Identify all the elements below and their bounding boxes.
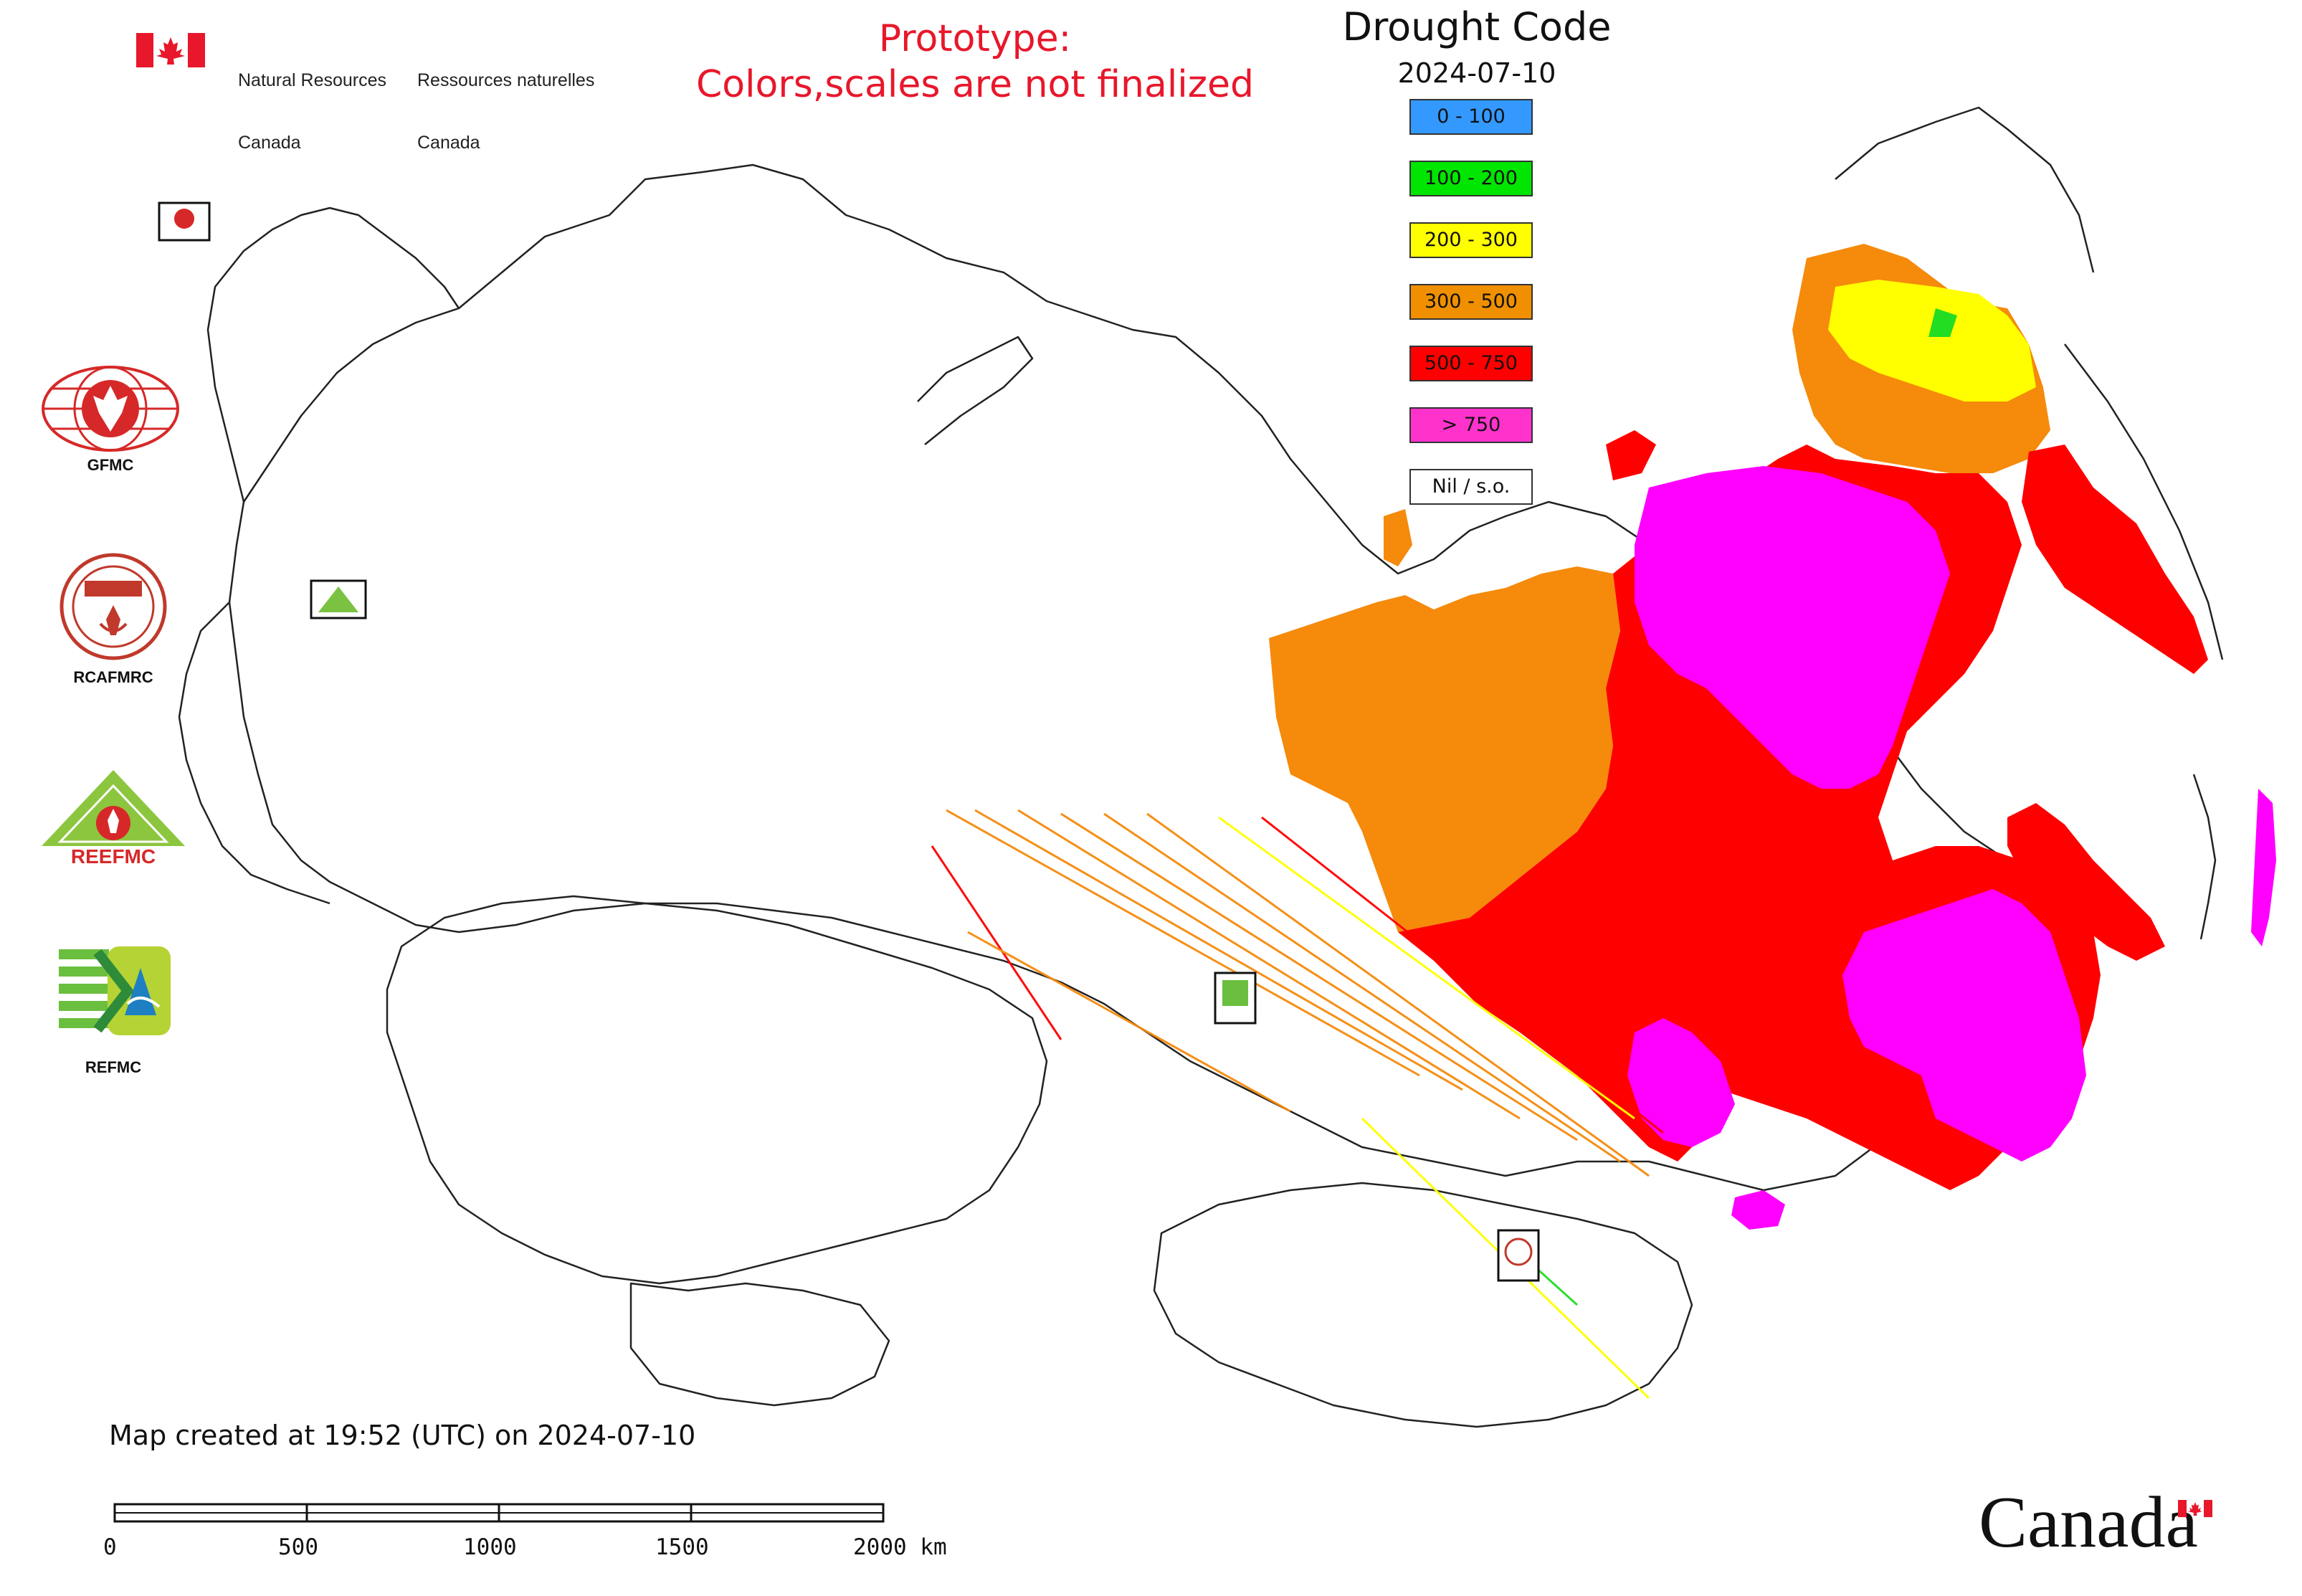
canada-wordmark: Canada	[1979, 1482, 2198, 1563]
region-750-plus-southeast	[1842, 889, 2086, 1162]
canada-wordmark-flag-icon	[2178, 1500, 2212, 1517]
reefmc-logo-icon: REEFMC	[42, 770, 185, 868]
legend-item-0-100: 0 - 100	[1409, 99, 1533, 135]
region-200-300-north	[1828, 280, 2036, 402]
legend-item-nil: Nil / s.o.	[1409, 469, 1533, 505]
map-created-note: Map created at 19:52 (UTC) on 2024-07-10	[109, 1420, 696, 1451]
region-750-plus-sakhalin	[2251, 789, 2276, 946]
central-asia-outline	[629, 1282, 890, 1407]
scale-label-1500: 1500	[655, 1534, 709, 1560]
region-100-200-spot	[1928, 308, 1957, 337]
scandinavia-outline	[206, 206, 460, 503]
region-500-750-coast	[2007, 803, 2165, 961]
scale-label-1000: 1000	[463, 1534, 517, 1560]
novaya-zemlya-outline	[917, 336, 1034, 445]
sakhalin-outline	[2192, 774, 2217, 940]
region-750-plus-south	[1627, 1018, 1735, 1147]
region-300-500-taimyr	[1384, 509, 1412, 566]
agency-name-fr: Ressources naturelles Canada	[417, 70, 595, 153]
scale-label-2000: 2000 km	[853, 1534, 947, 1560]
region-300-500-west	[1269, 566, 1620, 932]
rcafmrc-logo-icon	[60, 553, 167, 660]
mongolia-outline	[1153, 1182, 1693, 1428]
legend-title: Drought Code	[1342, 4, 1612, 49]
chukotka-outline	[1835, 106, 2095, 273]
eastern-europe-outline	[178, 602, 330, 905]
region-500-750-kamchatka	[2022, 445, 2208, 674]
map-logo-marker-icons	[174, 209, 1533, 1266]
kamchatka-outline	[2064, 343, 2224, 660]
kazakhstan-outline	[386, 895, 1048, 1285]
drought-raster	[931, 244, 2276, 1400]
prototype-notice: Prototype: Colors,scales are not finaliz…	[624, 16, 1326, 108]
prototype-line-2: Colors,scales are not finalized	[695, 63, 1255, 106]
legend-item-200-300: 200 - 300	[1409, 222, 1533, 258]
gfmc-label: GFMC	[87, 456, 134, 474]
legend-date: 2024-07-10	[1397, 57, 1556, 89]
prototype-line-1: Prototype:	[878, 17, 1072, 60]
region-750-plus-hokkaido	[1731, 1190, 1785, 1230]
agency-name-en: Natural Resources Canada	[238, 70, 387, 153]
canada-flag-icon	[136, 33, 205, 67]
scale-label-0: 0	[103, 1534, 117, 1560]
region-500-750-islands	[1606, 430, 1656, 480]
legend-item-750-plus: > 750	[1409, 407, 1533, 443]
legend-item-300-500: 300 - 500	[1409, 284, 1533, 320]
region-750-plus-north	[1635, 466, 1950, 789]
rcafmrc-label: RCAFMRC	[73, 668, 153, 686]
gfmc-logo-icon	[42, 366, 179, 452]
scale-label-500: 500	[278, 1534, 318, 1560]
scale-bar	[113, 1503, 885, 1523]
legend-item-500-750: 500 - 750	[1409, 346, 1533, 381]
refmc-label: REFMC	[85, 1058, 142, 1076]
legend-item-100-200: 100 - 200	[1409, 161, 1533, 196]
refmc-logo-icon	[59, 946, 171, 1035]
reefmc-wordmark: REEFMC	[71, 845, 156, 868]
